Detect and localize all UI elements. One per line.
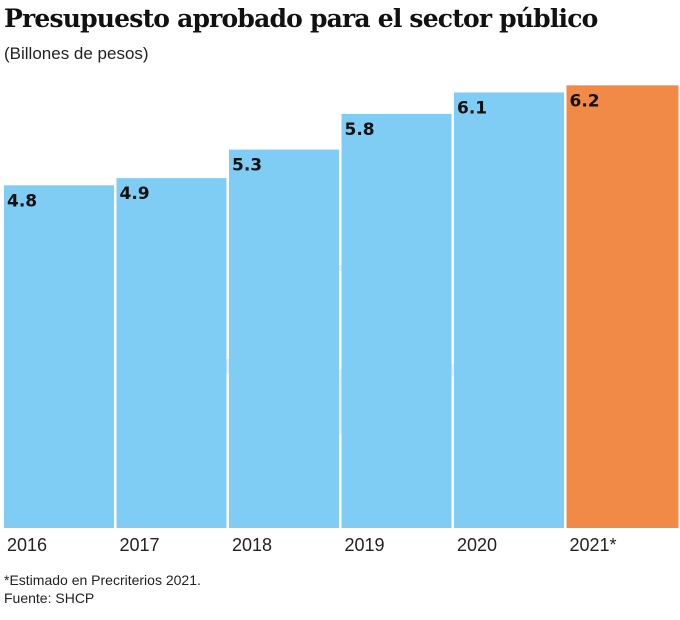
value-label: 4.8: [7, 191, 37, 211]
value-label: 4.9: [120, 184, 150, 204]
chart-subtitle: (Billones de pesos): [4, 44, 149, 63]
footnote: *Estimado en Precriterios 2021.: [4, 572, 201, 588]
bar-2019: [341, 113, 452, 528]
value-label: 5.8: [345, 120, 375, 140]
chart-title: Presupuesto aprobado para el sector públ…: [4, 4, 598, 33]
x-tick-label: 2019: [345, 535, 385, 555]
x-tick-label: 2021*: [570, 535, 617, 555]
value-label: 5.3: [232, 156, 262, 176]
bar-2018: [229, 149, 339, 528]
value-label: 6.2: [570, 91, 600, 111]
bar-2017: [116, 178, 227, 528]
x-tick-label: 2017: [120, 535, 160, 555]
bar-2020: [454, 92, 564, 529]
x-tick-label: 2016: [7, 535, 47, 555]
value-label: 6.1: [457, 98, 487, 118]
source: Fuente: SHCP: [4, 590, 95, 606]
x-tick-label: 2018: [232, 535, 272, 555]
x-tick-label: 2020: [457, 535, 497, 555]
bar-2021: [566, 85, 679, 528]
bar-chart: 4.8 2016 4.9 2017 5.3 2018 5.8 2019 6.1 2020 6.2 20…: [4, 85, 679, 555]
bar-2016: [4, 185, 114, 528]
